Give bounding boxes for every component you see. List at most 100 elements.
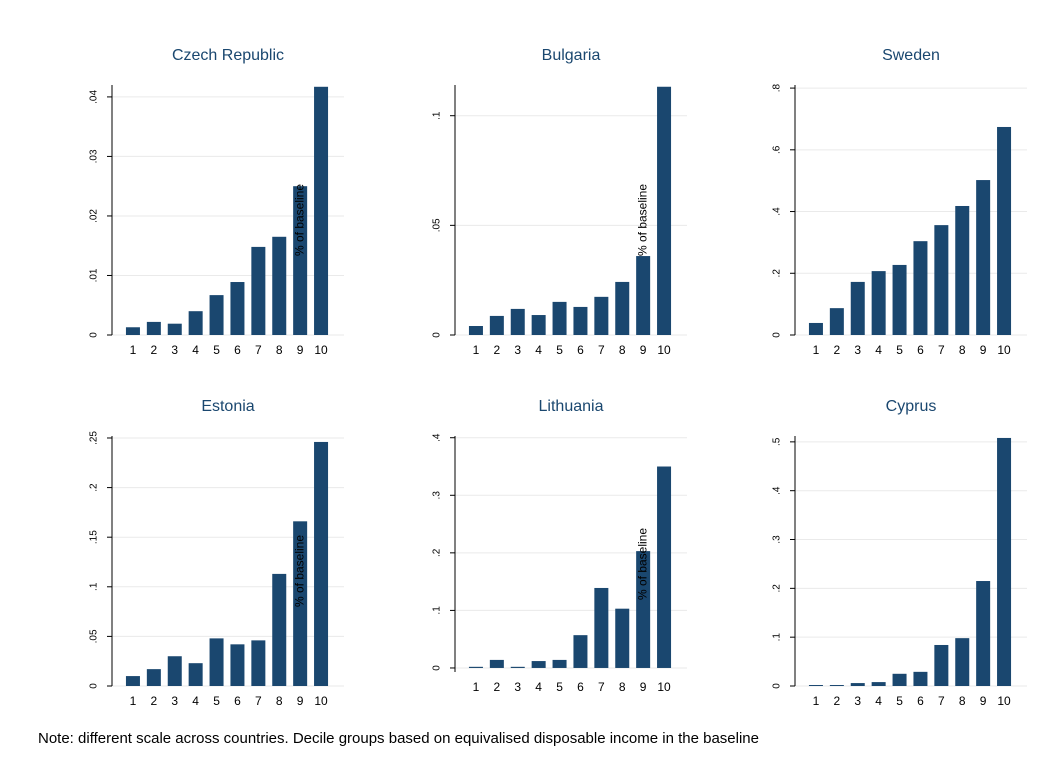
x-tick-label: 5 [896, 343, 903, 357]
bar [808, 322, 823, 335]
bar [636, 256, 651, 335]
bar [808, 685, 823, 686]
panel-title: Czech Republic [172, 47, 284, 64]
bar [251, 246, 266, 335]
bar [615, 608, 630, 668]
bar [955, 638, 970, 686]
y-tick-label: .25 [89, 431, 100, 445]
y-tick-label: .6 [772, 145, 783, 154]
x-tick-label: 7 [598, 680, 605, 694]
x-tick-label: 3 [514, 680, 521, 694]
x-tick-label: 8 [959, 343, 966, 357]
bar [829, 308, 844, 335]
x-tick-label: 10 [997, 343, 1011, 357]
x-tick-label: 6 [917, 694, 924, 708]
bar [510, 308, 525, 335]
bar [976, 581, 991, 686]
y-tick-label: .1 [89, 582, 100, 591]
x-tick-label: 4 [192, 694, 199, 708]
x-tick-label: 10 [997, 694, 1011, 708]
x-tick-label: 7 [938, 343, 945, 357]
y-tick-label: 0 [89, 683, 100, 689]
bar [167, 656, 182, 686]
bar [871, 682, 886, 686]
x-tick-label: 1 [813, 343, 820, 357]
x-tick-label: 6 [234, 343, 241, 357]
x-tick-label: 8 [619, 680, 626, 694]
x-tick-label: 1 [473, 343, 480, 357]
x-tick-label: 2 [494, 343, 501, 357]
x-tick-label: 9 [297, 343, 304, 357]
y-tick-label: .3 [772, 535, 783, 544]
bar [230, 644, 245, 686]
bar [531, 315, 546, 335]
x-tick-label: 9 [640, 343, 647, 357]
bar [167, 323, 182, 335]
x-tick-label: 5 [213, 343, 220, 357]
bar [829, 685, 844, 686]
x-tick-label: 4 [192, 343, 199, 357]
bar [997, 437, 1012, 686]
x-tick-label: 2 [494, 680, 501, 694]
bar [997, 126, 1012, 335]
x-tick-label: 5 [556, 680, 563, 694]
bar [892, 673, 907, 686]
x-tick-label: 4 [875, 694, 882, 708]
y-tick-label: .05 [89, 629, 100, 643]
y-axis-label: % of baseline [292, 535, 306, 607]
y-axis-label: % of baseline [635, 528, 649, 600]
x-tick-label: 10 [314, 694, 328, 708]
x-tick-label: 7 [938, 694, 945, 708]
bar [314, 441, 329, 686]
x-tick-label: 3 [854, 343, 861, 357]
x-tick-label: 3 [171, 343, 178, 357]
x-tick-label: 1 [130, 343, 137, 357]
x-tick-label: 3 [854, 694, 861, 708]
x-tick-label: 7 [255, 343, 262, 357]
bar [594, 296, 609, 335]
x-tick-label: 5 [213, 694, 220, 708]
y-axis-label: % of baseline [635, 184, 649, 256]
x-tick-label: 4 [875, 343, 882, 357]
x-tick-label: 4 [535, 343, 542, 357]
x-tick-label: 1 [130, 694, 137, 708]
bar [934, 225, 949, 335]
y-tick-label: .03 [89, 149, 100, 163]
y-tick-label: .01 [89, 268, 100, 282]
bar [188, 311, 203, 335]
y-tick-label: .04 [89, 90, 100, 104]
y-tick-label: .1 [432, 606, 443, 615]
y-tick-label: 0 [772, 683, 783, 689]
bar [636, 551, 651, 668]
x-tick-label: 2 [834, 694, 841, 708]
x-tick-label: 2 [151, 694, 158, 708]
bar [209, 295, 224, 335]
x-tick-label: 6 [917, 343, 924, 357]
bar [146, 669, 161, 686]
y-tick-label: .02 [89, 209, 100, 223]
y-tick-label: .4 [772, 486, 783, 495]
note: Note: different scale across countries. … [38, 730, 759, 747]
x-tick-label: 9 [980, 343, 987, 357]
x-tick-label: 7 [598, 343, 605, 357]
x-tick-label: 6 [577, 680, 584, 694]
bar [272, 573, 287, 686]
panel-title: Sweden [882, 47, 940, 64]
bar [955, 205, 970, 335]
y-tick-label: .15 [89, 530, 100, 544]
x-tick-label: 2 [151, 343, 158, 357]
bar [146, 321, 161, 335]
x-tick-label: 8 [619, 343, 626, 357]
bar [913, 241, 928, 335]
bar [892, 264, 907, 335]
y-tick-label: .05 [432, 218, 443, 232]
x-tick-label: 9 [640, 680, 647, 694]
x-tick-label: 9 [980, 694, 987, 708]
y-tick-label: .2 [772, 584, 783, 593]
y-tick-label: 0 [432, 332, 443, 338]
bar [293, 186, 308, 335]
bar [850, 683, 865, 686]
x-tick-label: 5 [556, 343, 563, 357]
panel-title: Lithuania [539, 398, 604, 415]
y-tick-label: .2 [89, 483, 100, 492]
